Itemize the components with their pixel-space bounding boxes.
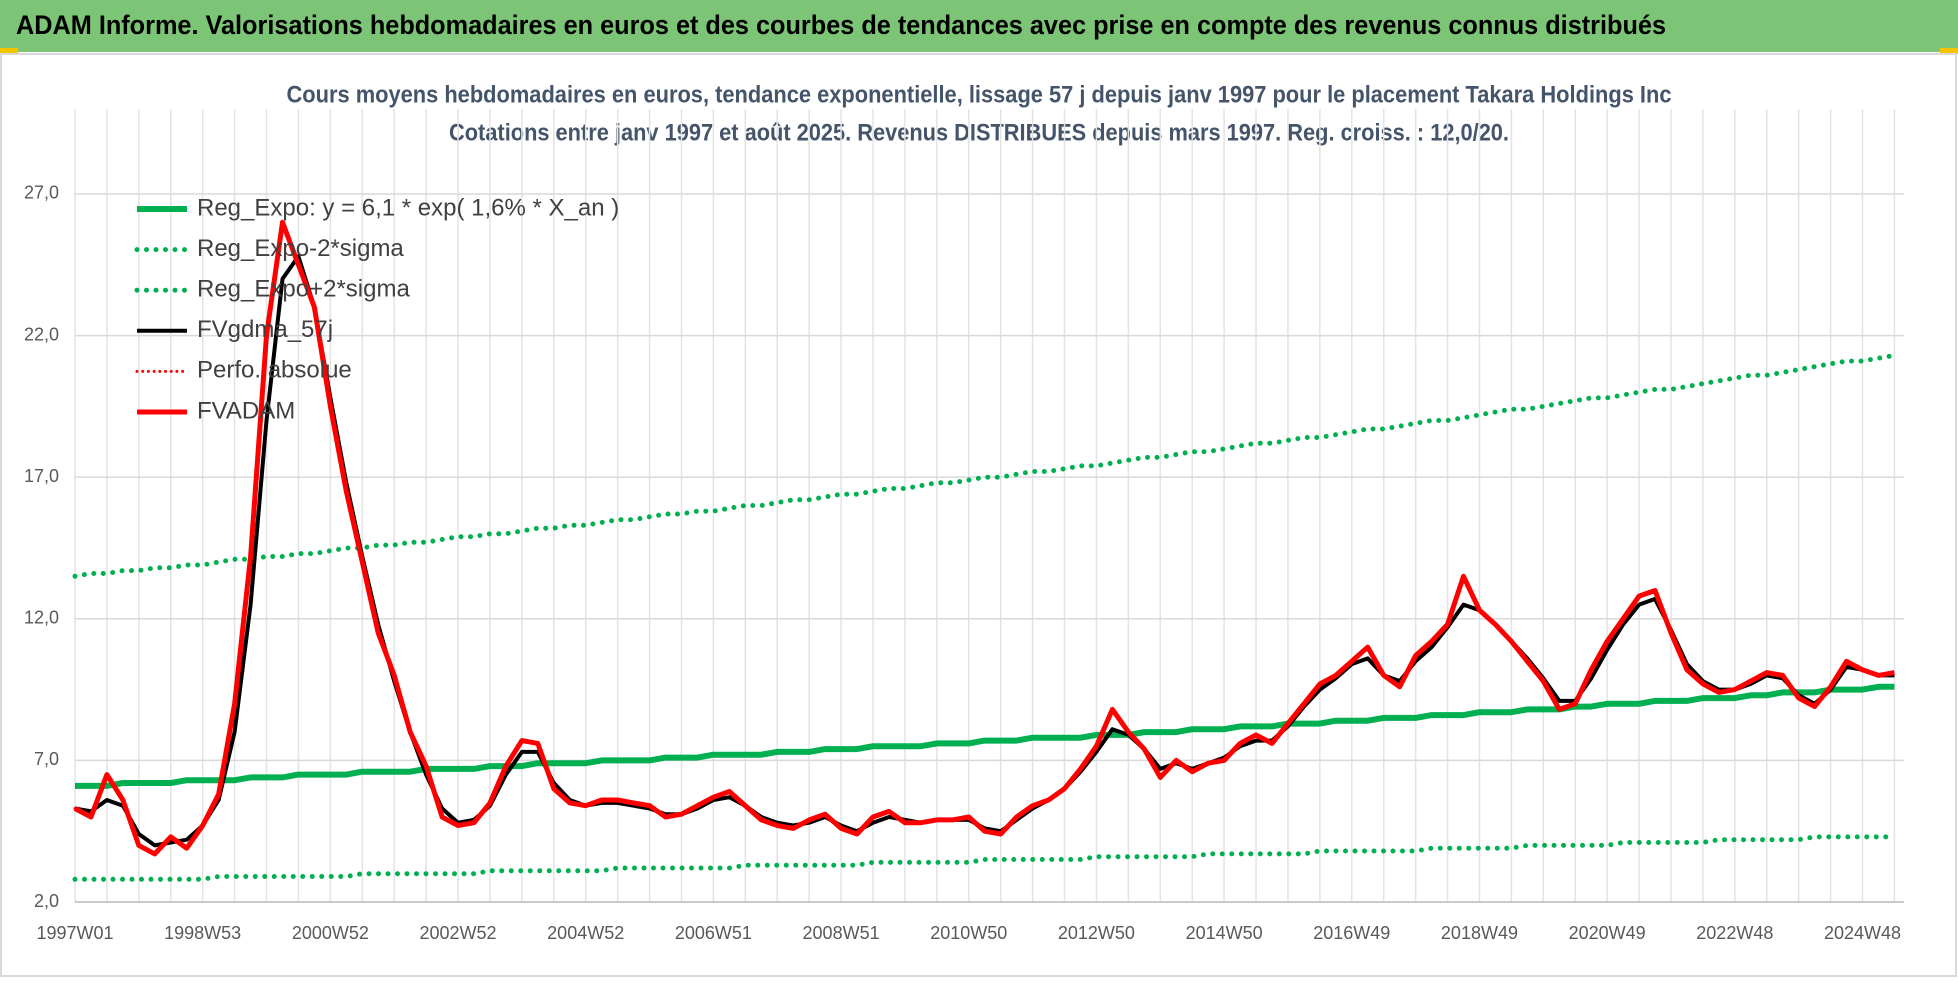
y-tick-label: 17,0: [24, 466, 59, 486]
y-tick-label: 27,0: [24, 183, 59, 203]
x-tick-label: 2008W51: [803, 923, 880, 943]
legend-label: Reg_Expo+2*sigma: [197, 276, 410, 303]
header-bar: [0, 0, 1958, 52]
x-tick-label: 1997W01: [36, 923, 113, 943]
series-line: [73, 219, 1895, 857]
x-tick-label: 2014W50: [1186, 923, 1263, 943]
y-tick-label: 12,0: [24, 608, 59, 628]
grid: 1997W01 1998W53 2000W52 2002W52 2004W52 2006W…: [24, 109, 1904, 943]
y-tick-label: 22,0: [24, 324, 59, 344]
x-tick-label: 2016W49: [1313, 923, 1390, 943]
corner-mark: [0, 48, 18, 54]
x-tick-label: 2010W50: [930, 923, 1007, 943]
corner-mark: [1940, 48, 1958, 54]
legend-label: FVADAM: [197, 397, 295, 424]
chart-title: Cours moyens hebdomadaires en euros, ten…: [287, 81, 1672, 108]
series-line: [72, 834, 1897, 882]
y-tick-label: 7,0: [34, 749, 59, 769]
plot: [72, 219, 1897, 882]
series-line: [74, 254, 1895, 848]
x-tick-label: 2006W51: [675, 923, 752, 943]
chart-border: [0, 53, 1957, 977]
series-line: [72, 352, 1897, 579]
x-tick-label: 2004W52: [547, 923, 624, 943]
chart-subtitle: Cotations entre janv 1997 et août 2025. …: [449, 119, 1509, 146]
header-title: ADAM Informe. Valorisations hebdomadaire…: [16, 10, 1666, 40]
legend: Reg_Expo: y = 6,1 * exp( 1,6% * X_an ) Re…: [134, 194, 619, 424]
series-line: [75, 683, 1895, 789]
y-tick-label: 2,0: [34, 891, 59, 911]
x-tick-label: 2018W49: [1441, 923, 1518, 943]
x-tick-label: 2000W52: [292, 923, 369, 943]
x-tick-label: 2012W50: [1058, 923, 1135, 943]
x-tick-label: 2020W49: [1569, 923, 1646, 943]
x-tick-label: 2022W48: [1696, 923, 1773, 943]
x-tick-label: 2024W48: [1824, 923, 1901, 943]
legend-label: Perfo. absolue: [197, 357, 352, 384]
series-line: [73, 221, 1896, 856]
x-tick-label: 2002W52: [420, 923, 497, 943]
legend-label: Reg_Expo-2*sigma: [197, 235, 404, 262]
x-tick-label: 1998W53: [164, 923, 241, 943]
legend-label: Reg_Expo: y = 6,1 * exp( 1,6% * X_an ): [197, 194, 619, 221]
legend-label: FVgdma_57j: [197, 316, 333, 343]
